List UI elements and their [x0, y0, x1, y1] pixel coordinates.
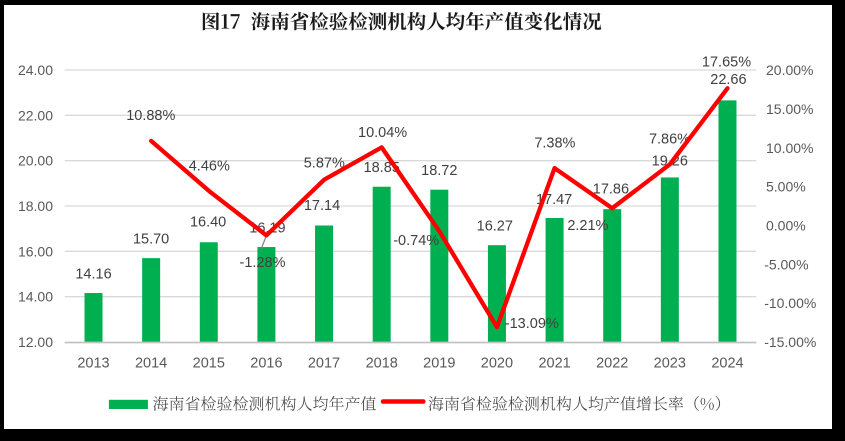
- svg-text:2023: 2023: [654, 356, 686, 372]
- svg-text:20.00: 20.00: [18, 153, 53, 169]
- svg-text:15.00%: 15.00%: [766, 101, 813, 117]
- svg-text:-5.00%: -5.00%: [764, 256, 808, 272]
- svg-text:2016: 2016: [250, 356, 282, 372]
- svg-text:2.21%: 2.21%: [567, 218, 608, 234]
- svg-text:2014: 2014: [135, 356, 167, 372]
- svg-text:2018: 2018: [366, 356, 398, 372]
- svg-text:18.00: 18.00: [18, 198, 53, 214]
- svg-text:17.14: 17.14: [304, 198, 340, 214]
- svg-text:18.72: 18.72: [421, 163, 457, 179]
- svg-text:22.66: 22.66: [710, 72, 746, 88]
- svg-text:-10.00%: -10.00%: [764, 295, 816, 311]
- svg-text:-13.09%: -13.09%: [505, 316, 559, 332]
- svg-text:14.00: 14.00: [18, 289, 53, 305]
- svg-text:17.86: 17.86: [593, 182, 629, 198]
- svg-text:2017: 2017: [308, 356, 340, 372]
- svg-text:4.46%: 4.46%: [189, 159, 230, 175]
- svg-text:-1.28%: -1.28%: [240, 255, 286, 271]
- svg-text:2013: 2013: [77, 356, 109, 372]
- svg-text:12.00: 12.00: [18, 334, 53, 350]
- svg-text:-0.74%: -0.74%: [393, 233, 439, 249]
- svg-text:22.00: 22.00: [18, 107, 53, 123]
- svg-text:2024: 2024: [711, 356, 743, 372]
- svg-text:2019: 2019: [423, 356, 455, 372]
- svg-text:24.00: 24.00: [18, 62, 53, 78]
- svg-text:14.16: 14.16: [75, 266, 111, 282]
- svg-text:16.27: 16.27: [477, 218, 513, 234]
- svg-text:0.00%: 0.00%: [766, 218, 806, 234]
- svg-text:2020: 2020: [481, 356, 513, 372]
- svg-text:17.65%: 17.65%: [702, 55, 751, 71]
- svg-text:2022: 2022: [596, 356, 628, 372]
- svg-text:10.88%: 10.88%: [126, 108, 175, 124]
- svg-text:16.00: 16.00: [18, 243, 53, 259]
- svg-text:7.38%: 7.38%: [534, 136, 575, 152]
- svg-text:2015: 2015: [193, 356, 225, 372]
- svg-text:10.04%: 10.04%: [358, 125, 407, 141]
- svg-text:2021: 2021: [538, 356, 570, 372]
- svg-text:15.70: 15.70: [133, 231, 169, 247]
- svg-text:5.87%: 5.87%: [304, 156, 345, 172]
- svg-text:20.00%: 20.00%: [766, 62, 813, 78]
- svg-text:5.00%: 5.00%: [766, 179, 806, 195]
- svg-text:-15.00%: -15.00%: [764, 334, 816, 350]
- svg-text:10.00%: 10.00%: [766, 140, 813, 156]
- svg-text:7.86%: 7.86%: [649, 132, 690, 148]
- svg-text:16.40: 16.40: [190, 215, 226, 231]
